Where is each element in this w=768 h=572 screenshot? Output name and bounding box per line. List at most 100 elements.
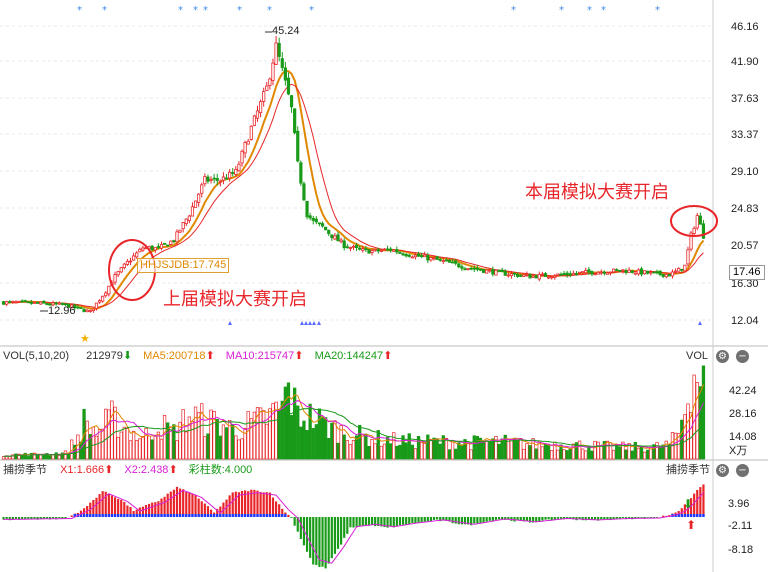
volume-bar bbox=[435, 438, 439, 460]
volume-bar bbox=[317, 408, 322, 460]
price-tick-label: 46.16 bbox=[731, 21, 759, 33]
candle-body bbox=[636, 269, 641, 275]
indicator-color-column bbox=[107, 514, 111, 517]
candle-body bbox=[97, 300, 102, 303]
candle-body bbox=[581, 271, 585, 274]
volume-bar bbox=[494, 436, 498, 460]
volume-bar bbox=[280, 400, 284, 460]
volume-bar bbox=[568, 448, 572, 460]
candle-body bbox=[649, 271, 653, 274]
indicator-color-column bbox=[157, 514, 160, 517]
indicator-color-column bbox=[692, 514, 696, 517]
candle-body bbox=[333, 235, 337, 240]
volume-bar bbox=[153, 435, 157, 460]
candle-body bbox=[314, 218, 318, 223]
candle-body bbox=[398, 252, 402, 254]
volume-bar bbox=[184, 431, 188, 460]
volume-bar bbox=[664, 440, 668, 460]
volume-bar bbox=[395, 445, 399, 460]
volume-bar bbox=[581, 448, 585, 460]
candle-body bbox=[457, 263, 461, 268]
volume-bar bbox=[546, 444, 551, 460]
price-tick-label: 20.57 bbox=[731, 240, 759, 252]
volume-bar bbox=[258, 407, 263, 460]
triangle-marker bbox=[228, 321, 232, 325]
candle-body bbox=[565, 272, 569, 276]
indicator-color-column bbox=[268, 514, 272, 517]
indicator-color-column bbox=[689, 514, 693, 517]
candle-body bbox=[215, 178, 219, 181]
minus-icon[interactable]: − bbox=[736, 464, 749, 477]
gear-icon[interactable]: ⚙ bbox=[716, 350, 729, 363]
candle-body bbox=[125, 260, 130, 265]
volume-bar bbox=[323, 417, 328, 460]
indicator-color-column bbox=[163, 514, 166, 517]
indicator-tick-label: 3.96 bbox=[728, 498, 749, 510]
candle-body bbox=[268, 78, 272, 86]
candle-body bbox=[454, 260, 458, 264]
indicator-color-column bbox=[166, 514, 169, 517]
volume-bar bbox=[156, 431, 161, 460]
volume-bar bbox=[593, 440, 597, 460]
volume-bar bbox=[636, 447, 641, 460]
indicator-color-column bbox=[95, 514, 98, 517]
candle-body bbox=[262, 91, 266, 102]
volume-bar bbox=[630, 450, 634, 460]
gear-icon[interactable]: ⚙ bbox=[716, 464, 729, 477]
volume-bar bbox=[450, 441, 455, 460]
volume-bar bbox=[277, 408, 281, 460]
candle-body bbox=[379, 250, 383, 252]
volume-bar bbox=[193, 406, 198, 460]
volume-bar bbox=[491, 438, 495, 460]
candle-body bbox=[488, 269, 492, 272]
volume-bar bbox=[478, 437, 483, 460]
candle-body bbox=[469, 267, 473, 270]
volume-bar bbox=[571, 443, 576, 460]
candle-body bbox=[277, 43, 281, 57]
event-star-icon: * bbox=[193, 5, 198, 16]
indicator-color-column bbox=[132, 514, 135, 517]
volume-bar bbox=[342, 434, 346, 460]
candle-body bbox=[451, 261, 455, 264]
candle-body bbox=[311, 217, 315, 221]
candle-body bbox=[156, 246, 160, 248]
volume-ma-line bbox=[3, 399, 704, 457]
indicator-color-column bbox=[85, 514, 89, 517]
triangle-marker bbox=[300, 321, 304, 325]
volume-bar bbox=[116, 436, 120, 460]
indicator-color-column bbox=[79, 514, 83, 517]
volume-bar bbox=[209, 409, 213, 460]
down-arrow-icon: ⬇ bbox=[683, 497, 693, 511]
candle-body bbox=[249, 125, 253, 140]
candle-body bbox=[550, 276, 554, 279]
candle-body bbox=[655, 271, 659, 274]
candle-body bbox=[389, 248, 393, 251]
volume-bar bbox=[227, 419, 232, 460]
candle-body bbox=[516, 274, 520, 277]
volume-bar bbox=[398, 444, 402, 460]
candle-body bbox=[85, 309, 89, 313]
candle-body bbox=[680, 268, 684, 271]
candle-body bbox=[503, 271, 507, 276]
candle-body bbox=[42, 300, 46, 304]
volume-bar bbox=[652, 444, 656, 460]
minus-icon[interactable]: − bbox=[736, 350, 749, 363]
volume-bar bbox=[60, 452, 65, 460]
indicator-color-column bbox=[175, 514, 179, 517]
indicator-color-column bbox=[154, 514, 157, 517]
volume-bar bbox=[354, 435, 359, 460]
volume-bar bbox=[389, 443, 393, 460]
indicator-color-column bbox=[240, 514, 244, 517]
volume-bar bbox=[376, 430, 380, 460]
candle-body bbox=[221, 176, 226, 181]
volume-bar bbox=[135, 440, 139, 460]
candle-body bbox=[435, 256, 439, 260]
indicator-color-column bbox=[151, 514, 154, 517]
volume-bar bbox=[599, 445, 603, 460]
volume-bar bbox=[373, 443, 377, 460]
indicator-bar-count: 彩柱数:4.000 bbox=[188, 464, 253, 476]
candle-body bbox=[178, 229, 182, 233]
indicator-color-column bbox=[135, 514, 138, 517]
candle-body bbox=[432, 257, 436, 260]
candle-body bbox=[367, 249, 371, 254]
